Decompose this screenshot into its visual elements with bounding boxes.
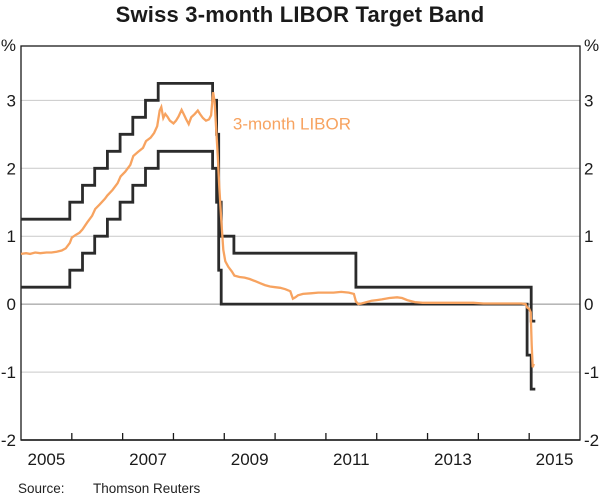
x-axis-label: 2007 bbox=[129, 450, 167, 469]
libor-line bbox=[20, 92, 535, 368]
x-axis-label: 2015 bbox=[536, 450, 574, 469]
y-axis-label-left: 0 bbox=[7, 295, 16, 314]
y-axis-label-right: 2 bbox=[584, 159, 593, 178]
plot-border bbox=[20, 45, 581, 441]
y-axis-label-right: 0 bbox=[584, 295, 593, 314]
x-axis-label: 2009 bbox=[231, 450, 269, 469]
y-axis-label-left: 3 bbox=[7, 91, 16, 110]
target-band-upper-line bbox=[21, 82, 536, 323]
y-axis-label-right: 1 bbox=[584, 227, 593, 246]
y-axis-label-left: 2 bbox=[7, 159, 16, 178]
source-note: Source: Thomson Reuters bbox=[18, 481, 200, 496]
y-axis-unit-left: % bbox=[1, 36, 16, 55]
y-axis-unit-right: % bbox=[584, 36, 599, 55]
y-axis-label-right: 3 bbox=[584, 91, 593, 110]
y-axis-label-left: 1 bbox=[7, 227, 16, 246]
chart-title: Swiss 3-month LIBOR Target Band bbox=[115, 2, 485, 27]
x-axis-label: 2013 bbox=[434, 450, 472, 469]
x-axis-label: 2011 bbox=[333, 450, 370, 469]
y-axis-label-left: -1 bbox=[1, 363, 16, 382]
y-axis-label-left: -2 bbox=[1, 431, 16, 450]
y-axis-label-right: -1 bbox=[584, 363, 599, 382]
source-value: Thomson Reuters bbox=[93, 481, 201, 496]
x-axis-label: 2005 bbox=[27, 450, 65, 469]
series-label-libor: 3-month LIBOR bbox=[233, 115, 351, 134]
y-axis-label-right: -2 bbox=[584, 431, 599, 450]
target-band-lower-line bbox=[21, 149, 536, 391]
source-label: Source: bbox=[18, 481, 65, 496]
